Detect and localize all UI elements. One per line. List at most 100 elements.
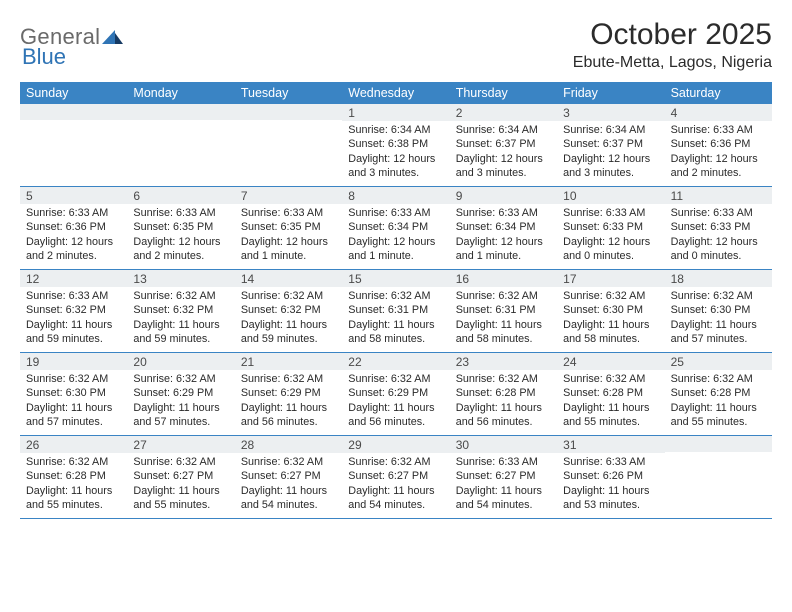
- sunrise-label: Sunrise:: [671, 124, 714, 136]
- sunset-label: Sunset:: [26, 304, 66, 316]
- day-cell: 16 Sunrise: 6:32 AMSunset: 6:31 PMDayligh…: [450, 270, 557, 352]
- sunrise-line: Sunrise: 6:33 AM: [671, 206, 766, 220]
- weekday-header: Thursday: [450, 82, 557, 104]
- daylight-line: Daylight: 12 hours and 3 minutes.: [456, 152, 551, 181]
- day-number: 11: [665, 187, 772, 204]
- sunrise-value: 6:32 AM: [283, 290, 323, 302]
- sunrise-label: Sunrise:: [563, 373, 606, 385]
- day-number: 25: [665, 353, 772, 370]
- sunrise-line: Sunrise: 6:32 AM: [133, 289, 228, 303]
- daylight-line: Daylight: 11 hours and 56 minutes.: [456, 401, 551, 430]
- sunrise-line: Sunrise: 6:32 AM: [456, 289, 551, 303]
- day-number: 3: [557, 104, 664, 121]
- daylight-label: Daylight:: [133, 319, 178, 331]
- daylight-line: Daylight: 11 hours and 58 minutes.: [456, 318, 551, 347]
- day-body: [20, 120, 127, 182]
- sunrise-line: Sunrise: 6:32 AM: [348, 455, 443, 469]
- daylight-label: Daylight:: [26, 485, 71, 497]
- sunset-line: Sunset: 6:33 PM: [563, 220, 658, 234]
- day-cell: 24Sunrise: 6:32 AMSunset: 6:28 PMDayligh…: [557, 353, 664, 435]
- daylight-line: Daylight: 11 hours and 55 minutes.: [563, 401, 658, 430]
- day-number: 21: [235, 353, 342, 370]
- sunset-label: Sunset:: [563, 304, 603, 316]
- sunset-label: Sunset:: [241, 387, 281, 399]
- sunset-line: Sunset: 6:33 PM: [671, 220, 766, 234]
- sunset-value: 6:29 PM: [280, 387, 320, 399]
- daylight-label: Daylight:: [241, 236, 286, 248]
- day-number: 16: [450, 270, 557, 287]
- sunrise-label: Sunrise:: [456, 373, 499, 385]
- daylight-line: Daylight: 12 hours and 0 minutes.: [563, 235, 658, 264]
- sunrise-label: Sunrise:: [133, 373, 176, 385]
- sunset-value: 6:30 PM: [710, 304, 750, 316]
- day-number: 24: [557, 353, 664, 370]
- day-body: Sunrise: 6:33 AMSunset: 6:34 PMDaylight:…: [450, 204, 557, 269]
- sunset-value: 6:28 PM: [603, 387, 643, 399]
- sunrise-line: Sunrise: 6:33 AM: [456, 206, 551, 220]
- sunset-value: 6:29 PM: [388, 387, 428, 399]
- sunset-value: 6:35 PM: [173, 221, 213, 233]
- sunrise-label: Sunrise:: [348, 124, 391, 136]
- sunrise-label: Sunrise:: [241, 207, 284, 219]
- sunrise-label: Sunrise:: [26, 373, 69, 385]
- sunset-value: 6:28 PM: [710, 387, 750, 399]
- day-number: 27: [127, 436, 234, 453]
- day-cell: 8Sunrise: 6:33 AMSunset: 6:34 PMDaylight…: [342, 187, 449, 269]
- sunset-label: Sunset:: [671, 304, 711, 316]
- day-body: Sunrise: 6:32 AMSunset: 6:30 PMDaylight:…: [665, 287, 772, 352]
- day-number: 20: [127, 353, 234, 370]
- day-body: Sunrise: 6:33 AMSunset: 6:27 PMDaylight:…: [450, 453, 557, 518]
- daylight-label: Daylight:: [456, 236, 501, 248]
- sunrise-line: Sunrise: 6:33 AM: [26, 206, 121, 220]
- sunrise-value: 6:32 AM: [391, 456, 431, 468]
- daylight-label: Daylight:: [563, 402, 608, 414]
- sunset-label: Sunset:: [456, 387, 496, 399]
- sunset-line: Sunset: 6:27 PM: [241, 469, 336, 483]
- sunset-label: Sunset:: [348, 221, 388, 233]
- day-number: 13: [127, 270, 234, 287]
- daylight-label: Daylight:: [671, 153, 716, 165]
- daylight-line: Daylight: 11 hours and 58 minutes.: [348, 318, 443, 347]
- day-cell: 3Sunrise: 6:34 AMSunset: 6:37 PMDaylight…: [557, 104, 664, 186]
- sunrise-value: 6:33 AM: [713, 207, 753, 219]
- daylight-label: Daylight:: [456, 402, 501, 414]
- sunset-value: 6:31 PM: [388, 304, 428, 316]
- day-cell: 20Sunrise: 6:32 AMSunset: 6:29 PMDayligh…: [127, 353, 234, 435]
- day-body: Sunrise: 6:32 AMSunset: 6:29 PMDaylight:…: [235, 370, 342, 435]
- sunset-label: Sunset:: [241, 221, 281, 233]
- sunset-label: Sunset:: [563, 470, 603, 482]
- day-cell: 1Sunrise: 6:34 AMSunset: 6:38 PMDaylight…: [342, 104, 449, 186]
- day-body: Sunrise: 6:32 AMSunset: 6:28 PMDaylight:…: [665, 370, 772, 435]
- day-body: Sunrise: 6:33 AMSunset: 6:33 PMDaylight:…: [557, 204, 664, 269]
- day-body: Sunrise: 6:32 AMSunset: 6:32 PMDaylight:…: [127, 287, 234, 352]
- sunset-value: 6:27 PM: [388, 470, 428, 482]
- sunrise-label: Sunrise:: [26, 290, 69, 302]
- day-number: 6: [127, 187, 234, 204]
- day-body: Sunrise: 6:33 AMSunset: 6:35 PMDaylight:…: [127, 204, 234, 269]
- sunrise-label: Sunrise:: [348, 456, 391, 468]
- day-body: Sunrise: 6:34 AMSunset: 6:37 PMDaylight:…: [557, 121, 664, 186]
- day-body: Sunrise: 6:33 AMSunset: 6:26 PMDaylight:…: [557, 453, 664, 518]
- day-number: 28: [235, 436, 342, 453]
- sunrise-value: 6:32 AM: [69, 456, 109, 468]
- daylight-line: Daylight: 11 hours and 57 minutes.: [133, 401, 228, 430]
- weekday-header-row: SundayMondayTuesdayWednesdayThursdayFrid…: [20, 82, 772, 104]
- day-body: Sunrise: 6:33 AMSunset: 6:34 PMDaylight:…: [342, 204, 449, 269]
- daylight-label: Daylight:: [563, 236, 608, 248]
- day-body: Sunrise: 6:34 AMSunset: 6:38 PMDaylight:…: [342, 121, 449, 186]
- day-number: 15: [342, 270, 449, 287]
- sunrise-value: 6:32 AM: [713, 290, 753, 302]
- sunrise-value: 6:32 AM: [283, 373, 323, 385]
- day-cell: 22Sunrise: 6:32 AMSunset: 6:29 PMDayligh…: [342, 353, 449, 435]
- daylight-line: Daylight: 12 hours and 2 minutes.: [133, 235, 228, 264]
- sunrise-value: 6:32 AM: [176, 373, 216, 385]
- sunset-value: 6:38 PM: [388, 138, 428, 150]
- sunrise-value: 6:32 AM: [391, 373, 431, 385]
- day-cell: 6Sunrise: 6:33 AMSunset: 6:35 PMDaylight…: [127, 187, 234, 269]
- day-cell: 15Sunrise: 6:32 AMSunset: 6:31 PMDayligh…: [342, 270, 449, 352]
- sunset-line: Sunset: 6:31 PM: [456, 303, 551, 317]
- day-number: 9: [450, 187, 557, 204]
- sunset-label: Sunset:: [133, 387, 173, 399]
- weekday-header: Friday: [557, 82, 664, 104]
- day-number: 19: [20, 353, 127, 370]
